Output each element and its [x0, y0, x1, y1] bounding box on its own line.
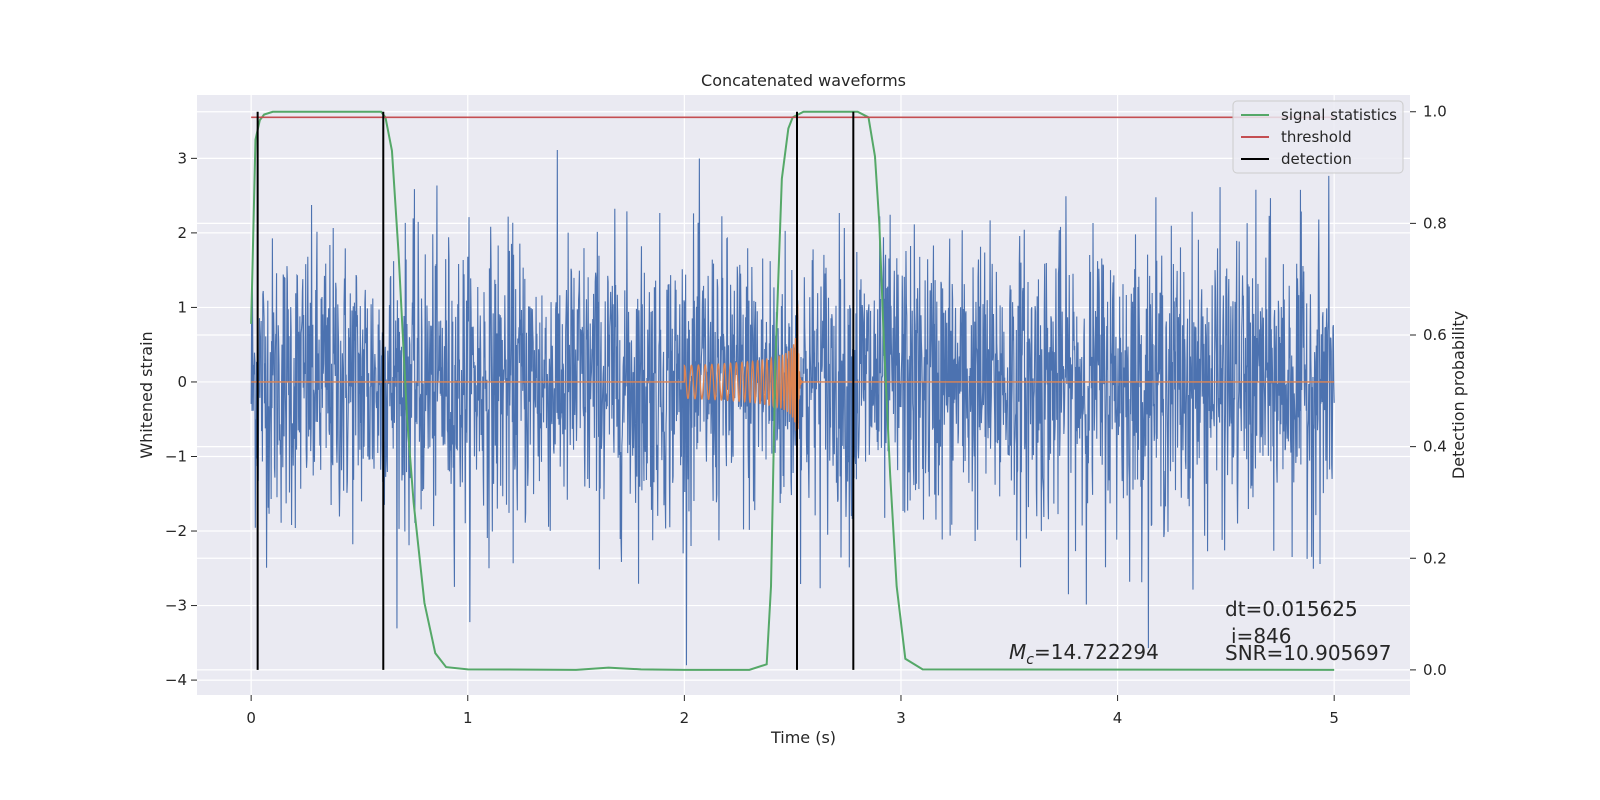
x-tick-label: 4: [1113, 709, 1123, 727]
legend-label: threshold: [1281, 128, 1352, 146]
axes: 0 1 2 3 4 5 −4 −3 −2 −1 0 1 2 3 0.0 0.2 0.4 0.6 0.8 1.0: [165, 103, 1447, 727]
y2-tick-label: 0.2: [1423, 549, 1447, 567]
signal-series-line: [251, 294, 1335, 511]
chirp-mass-value: =14.722294: [1034, 640, 1159, 664]
y-tick-label: 2: [177, 224, 187, 242]
plot-series: [250, 110, 1335, 671]
chirp-mass-symbol: M: [1009, 640, 1026, 664]
legend-box: [1232, 100, 1404, 174]
y-tick-label: −1: [165, 447, 187, 465]
y-tick-label: −3: [165, 597, 187, 615]
snr-annotation: SNR=10.905697: [1225, 641, 1391, 665]
x-tick-label: 5: [1329, 709, 1339, 727]
dt-annotation: dt=0.015625: [1225, 597, 1358, 621]
x-tick-label: 0: [246, 709, 256, 727]
y-axis-label: Whitened strain: [137, 331, 156, 458]
x-tick-label: 1: [463, 709, 473, 727]
y2-tick-label: 0.6: [1423, 326, 1447, 344]
x-axis-label: Time (s): [770, 728, 836, 747]
y2-axis-label: Detection probability: [1449, 311, 1468, 479]
index-annotation: i=846: [1231, 624, 1292, 648]
chirp-mass-subscript: c: [1026, 652, 1034, 668]
y-tick-label: −4: [165, 671, 187, 689]
y-tick-label: 0: [177, 373, 187, 391]
legend-label: detection: [1281, 150, 1352, 168]
y-tick-label: −2: [165, 522, 187, 540]
y2-tick-label: 0.8: [1423, 214, 1447, 232]
legend: signal statistics threshold detection: [1232, 100, 1404, 174]
x-tick-label: 2: [680, 709, 690, 727]
chirp-mass-annotation: Mc=14.722294: [1009, 640, 1159, 668]
chart-title: Concatenated waveforms: [701, 71, 906, 90]
y2-tick-label: 0.0: [1423, 661, 1447, 679]
x-tick-label: 3: [896, 709, 906, 727]
y-tick-label: 1: [177, 298, 187, 316]
legend-label: signal statistics: [1281, 106, 1397, 124]
y2-tick-label: 0.4: [1423, 438, 1447, 456]
y2-tick-label: 1.0: [1423, 103, 1447, 121]
y-tick-label: 3: [177, 149, 187, 167]
